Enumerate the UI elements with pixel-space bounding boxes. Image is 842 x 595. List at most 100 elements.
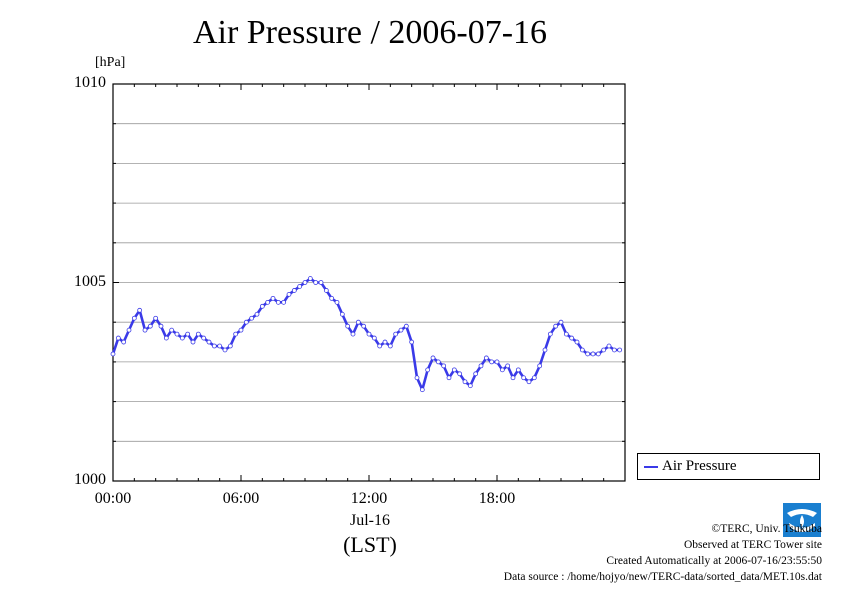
data-point: [137, 307, 143, 313]
data-point: [206, 339, 212, 345]
data-point: [307, 276, 313, 281]
data-point: [126, 327, 132, 333]
data-point: [286, 292, 292, 297]
x-tick-label: 12:00: [350, 490, 388, 507]
data-point: [158, 323, 164, 329]
data-point: [473, 371, 479, 377]
x-axis-timezone: (LST): [343, 532, 397, 557]
data-point: [579, 347, 585, 353]
data-point: [339, 311, 345, 317]
data-point: [531, 375, 537, 381]
data-point: [147, 323, 153, 329]
data-point: [435, 359, 441, 365]
data-point: [222, 347, 228, 353]
data-point: [249, 315, 255, 321]
data-point: [499, 367, 505, 373]
data-point: [313, 280, 319, 285]
credit-observed: Observed at TERC Tower site: [683, 539, 822, 551]
data-point: [398, 327, 404, 333]
data-point: [574, 339, 580, 345]
data-point: [153, 315, 159, 321]
data-point: [302, 280, 308, 285]
credit-source: Data source : /home/hojyo/new/TERC-data/…: [503, 571, 822, 583]
data-point: [334, 299, 340, 305]
data-point: [606, 343, 612, 349]
data-point: [265, 299, 271, 305]
data-point: [291, 288, 297, 293]
y-tick-label: 1005: [74, 272, 106, 290]
y-axis-unit: [hPa]: [95, 55, 126, 70]
data-point: [446, 375, 452, 381]
data-point: [510, 375, 516, 381]
data-point: [361, 323, 367, 329]
data-point: [121, 339, 127, 345]
data-point: [110, 351, 116, 357]
data-point: [377, 343, 383, 349]
data-point: [595, 351, 601, 357]
data-point: [382, 339, 388, 345]
data-point: [430, 355, 436, 361]
series-air-pressure: [110, 276, 623, 393]
x-tick-label: 00:00: [94, 490, 132, 507]
data-point: [115, 335, 121, 341]
data-point: [201, 335, 207, 341]
data-point: [195, 331, 201, 337]
data-point: [254, 311, 260, 317]
data-point: [547, 331, 553, 337]
data-point: [483, 355, 489, 361]
data-point: [142, 327, 148, 333]
logo-text: TERC: [790, 526, 814, 534]
data-point: [190, 339, 196, 345]
data-point: [569, 335, 575, 341]
data-point: [281, 299, 287, 305]
data-point: [601, 347, 607, 353]
data-point: [270, 295, 276, 301]
data-point: [318, 280, 324, 285]
data-point: [350, 331, 356, 337]
data-point: [169, 327, 175, 333]
data-point: [174, 331, 180, 337]
data-point: [563, 331, 569, 337]
data-point: [515, 367, 521, 373]
data-point: [537, 363, 543, 369]
y-tick-label: 1000: [74, 471, 106, 488]
credit-copyright: ©TERC, Univ. Tsukuba: [711, 523, 822, 535]
grid-lines: [113, 123, 625, 442]
data-point: [494, 359, 500, 365]
data-point: [462, 379, 468, 385]
data-point: [611, 347, 617, 353]
data-point: [590, 351, 596, 357]
data-point: [233, 331, 239, 337]
data-point: [414, 375, 420, 381]
data-point: [355, 319, 361, 325]
legend-swatch: [644, 466, 658, 468]
data-point: [451, 367, 457, 373]
credits: ©TERC, Univ. Tsukuba Observed at TERC To…: [504, 521, 822, 585]
data-point: [185, 331, 191, 337]
x-tick-label: 06:00: [222, 490, 260, 507]
data-point: [467, 383, 473, 389]
data-point: [329, 295, 335, 301]
data-point: [238, 327, 244, 333]
legend: Air Pressure: [637, 453, 820, 480]
data-point: [617, 347, 623, 353]
data-point: [371, 335, 377, 341]
data-point: [243, 319, 249, 325]
tick-marks: [112, 83, 626, 482]
data-point: [163, 335, 169, 341]
data-point: [366, 331, 372, 337]
data-point: [387, 343, 393, 349]
data-point: [211, 343, 217, 349]
data-point: [558, 319, 564, 325]
terc-logo-icon: [783, 503, 821, 537]
chart-title: Air Pressure / 2006-07-16: [192, 14, 548, 51]
credit-created: Created Automatically at 2006-07-16/23:5…: [606, 555, 822, 567]
data-point: [553, 323, 559, 329]
data-point: [345, 323, 351, 329]
data-point: [585, 351, 591, 357]
data-point: [393, 331, 399, 337]
data-point: [419, 387, 425, 393]
data-point: [505, 363, 511, 369]
data-point: [409, 339, 415, 345]
